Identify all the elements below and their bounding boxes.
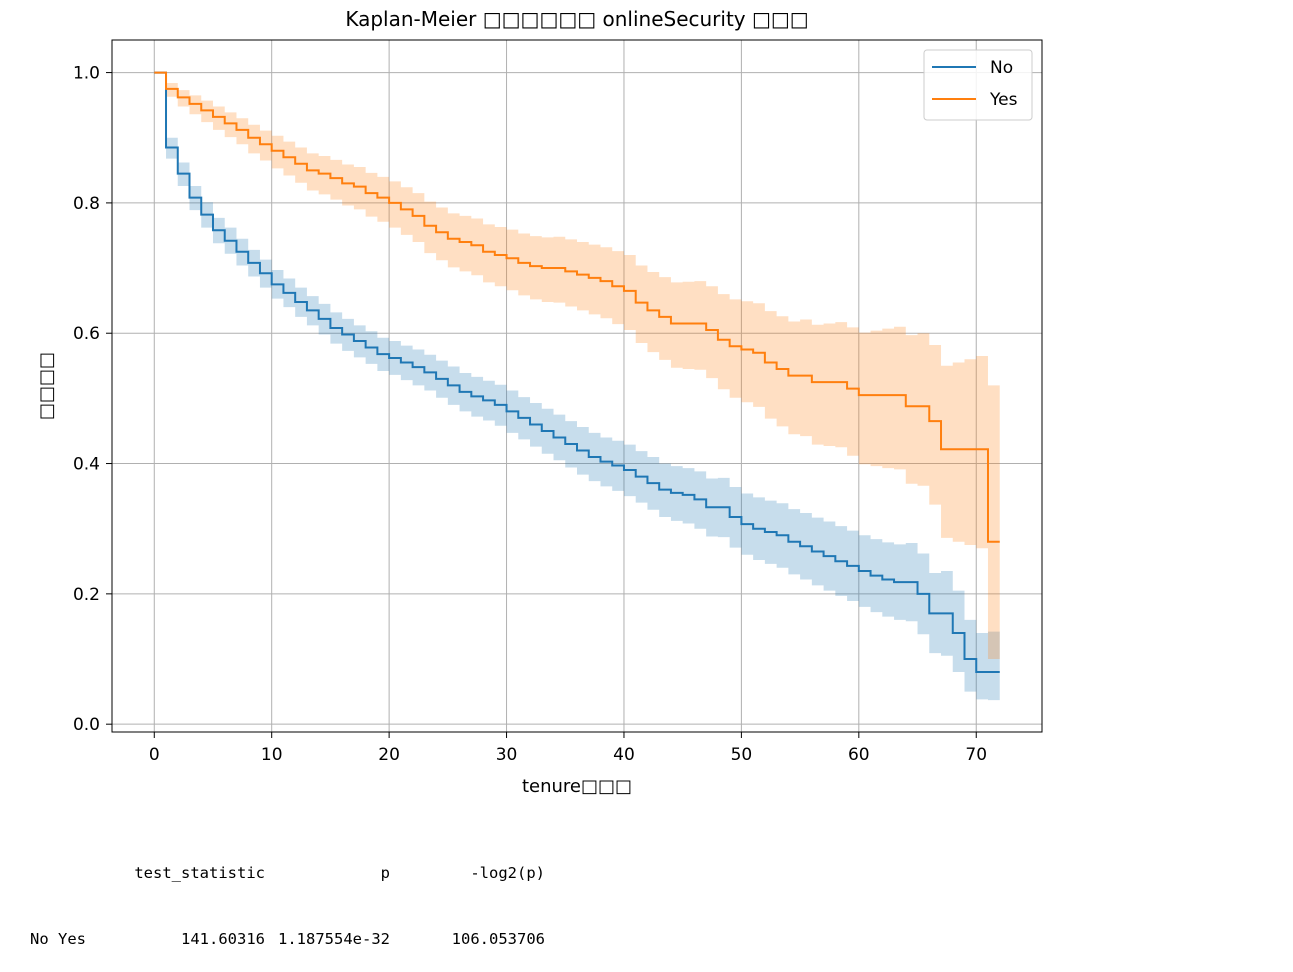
stats-row-neg-log2-p: 106.053706: [451, 930, 545, 948]
stats-row-p: 1.187554e-32: [278, 930, 390, 948]
survival-line-no: [154, 71, 1000, 674]
x-tick-label: 20: [378, 745, 400, 765]
y-tick-label: 0.0: [73, 715, 100, 735]
x-tick-label: 70: [965, 745, 987, 765]
stats-header-index: [30, 862, 115, 884]
y-tick-label: 0.6: [73, 324, 100, 344]
stats-header-test-statistic: test_statistic: [134, 864, 265, 882]
confidence-bands: [154, 72, 1000, 701]
ci-band-yes: [154, 72, 1000, 660]
stats-header-row: test_statistic p -log2(p): [30, 862, 545, 884]
stats-header-p: p: [380, 864, 390, 882]
y-tick-label: 0.2: [73, 585, 100, 605]
x-axis-label: tenure□□□: [522, 776, 632, 797]
x-tick-label: 50: [731, 745, 753, 765]
x-tick-label: 40: [613, 745, 635, 765]
legend-label-no: No: [990, 58, 1013, 78]
y-axis-ticks: 0.0 0.2 0.4 0.6 0.8 1.0: [73, 64, 112, 735]
km-survival-chart: Kaplan-Meier □□□□□□ onlineSecurity □□□ 0…: [36, 7, 1043, 797]
x-tick-label: 10: [261, 745, 283, 765]
legend: No Yes: [923, 49, 1033, 121]
stats-data-row: No Yes 141.60316 1.187554e-32 106.053706: [30, 928, 545, 950]
logrank-results-table: test_statistic p -log2(p) No Yes 141.603…: [30, 818, 545, 972]
x-tick-label: 30: [496, 745, 518, 765]
y-tick-label: 1.0: [73, 64, 100, 84]
grid: [112, 40, 1042, 732]
x-tick-label: 0: [149, 745, 160, 765]
legend-label-yes: Yes: [989, 90, 1018, 110]
x-tick-label: 60: [848, 745, 870, 765]
stats-row-index: No Yes: [30, 930, 86, 948]
chart-title: Kaplan-Meier □□□□□□ onlineSecurity □□□: [345, 7, 808, 31]
y-tick-label: 0.4: [73, 455, 100, 475]
survival-lines: [154, 71, 1000, 674]
plot-area-frame: [111, 39, 1043, 733]
stats-row-test-statistic: 141.60316: [181, 930, 265, 948]
survival-line-yes: [154, 71, 1000, 543]
y-tick-label: 0.8: [73, 194, 100, 214]
ci-band-no: [154, 72, 1000, 701]
x-axis-ticks: 0 10 20 30 40 50 60 70: [149, 732, 987, 765]
stats-header-neg-log2-p: -log2(p): [470, 864, 545, 882]
y-axis-label: □□□□: [36, 352, 57, 420]
